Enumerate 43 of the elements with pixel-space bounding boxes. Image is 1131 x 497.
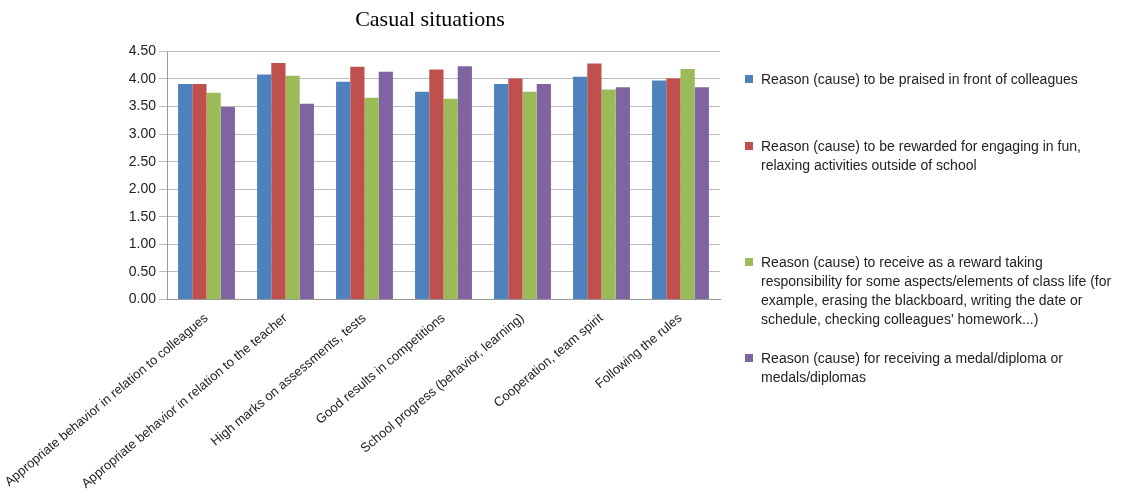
- bar: [271, 62, 286, 299]
- bar: [350, 66, 365, 299]
- bar: [443, 98, 458, 299]
- bar: [494, 83, 509, 299]
- bar: [415, 91, 430, 299]
- bar: [615, 87, 630, 299]
- bar: [457, 66, 472, 299]
- bar: [206, 92, 221, 299]
- bar: [429, 69, 444, 299]
- bar: [587, 63, 602, 299]
- bar: [694, 87, 709, 299]
- bar: [522, 91, 537, 299]
- bar: [601, 89, 616, 299]
- legend-label: Reason (cause) to receive as a reward taking responsibility for some aspects/elements of class life (for example, erasing the blackboard, writing the date or schedule, checking colleagues' homework...): [761, 253, 1113, 329]
- y-tick-label: 1.00: [128, 235, 157, 252]
- bar: [364, 97, 379, 299]
- y-tick-label: 4.50: [128, 42, 157, 59]
- bar: [666, 78, 681, 299]
- y-tick-label: 1.50: [128, 207, 157, 224]
- legend-label: Reason (cause) for receiving a medal/diploma or medals/diplomas: [761, 349, 1064, 387]
- bar: [285, 75, 300, 299]
- bar: [652, 80, 667, 299]
- y-tick-label: 4.00: [128, 69, 157, 86]
- bar: [299, 103, 314, 299]
- bar: [192, 83, 207, 299]
- y-tick-label: 2.00: [128, 180, 157, 197]
- bar: [257, 74, 272, 299]
- legend-label: Reason (cause) to be praised in front of colleagues: [761, 70, 1078, 89]
- legend-label: Reason (cause) to be rewarded for engaging in fun, relaxing activities outside of school: [761, 137, 1082, 175]
- bar: [573, 76, 588, 299]
- bar: [336, 81, 351, 299]
- chart-title: Casual situations: [354, 6, 506, 32]
- bar: [536, 83, 551, 299]
- bar: [220, 107, 235, 299]
- y-tick-label: 2.50: [128, 152, 157, 169]
- y-tick-label: 3.00: [128, 124, 157, 141]
- bar: [378, 71, 393, 299]
- y-tick-label: 0.00: [128, 290, 157, 307]
- bar: [178, 83, 193, 299]
- y-tick-label: 0.50: [128, 262, 157, 279]
- y-tick-label: 3.50: [128, 97, 157, 114]
- bar: [680, 69, 695, 299]
- bar: [508, 78, 523, 299]
